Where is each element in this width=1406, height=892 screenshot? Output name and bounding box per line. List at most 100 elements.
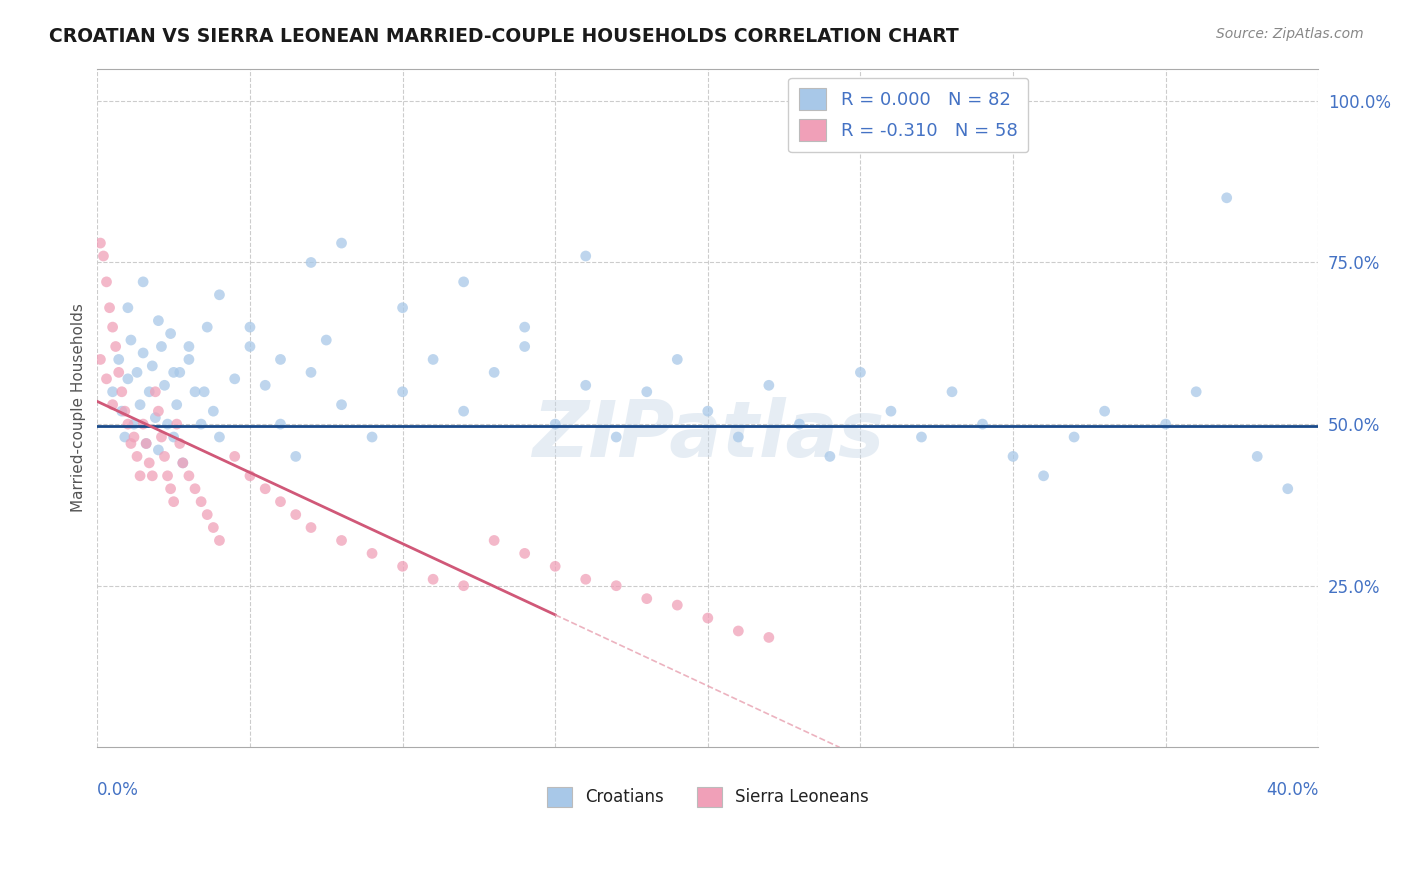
Text: CROATIAN VS SIERRA LEONEAN MARRIED-COUPLE HOUSEHOLDS CORRELATION CHART: CROATIAN VS SIERRA LEONEAN MARRIED-COUPL… — [49, 27, 959, 45]
Point — [132, 417, 155, 431]
Point — [1002, 450, 1025, 464]
Text: Source: ZipAtlas.com: Source: ZipAtlas.com — [1216, 27, 1364, 41]
Point — [148, 404, 170, 418]
Point — [482, 533, 505, 548]
Point — [224, 450, 246, 464]
Text: 0.0%: 0.0% — [97, 781, 139, 799]
Point — [239, 468, 262, 483]
Point — [1094, 404, 1116, 418]
Point — [195, 508, 218, 522]
Point — [135, 436, 157, 450]
Point — [361, 546, 384, 560]
Point — [125, 450, 148, 464]
Point — [727, 430, 749, 444]
Point — [453, 404, 475, 418]
Point — [605, 579, 627, 593]
Point — [93, 249, 115, 263]
Point — [636, 384, 658, 399]
Point — [190, 494, 212, 508]
Point — [330, 533, 353, 548]
Point — [1215, 191, 1237, 205]
Point — [107, 352, 129, 367]
Point — [117, 417, 139, 431]
Point — [299, 520, 322, 534]
Point — [135, 436, 157, 450]
Point — [96, 372, 118, 386]
Point — [159, 326, 181, 341]
Point — [208, 533, 231, 548]
Point — [391, 301, 413, 315]
Point — [666, 598, 689, 612]
Point — [758, 631, 780, 645]
Point — [122, 417, 145, 431]
Point — [153, 378, 176, 392]
Point — [422, 572, 444, 586]
Point — [96, 275, 118, 289]
Point — [141, 359, 163, 373]
Point — [143, 410, 166, 425]
Point — [299, 365, 322, 379]
Point — [269, 417, 291, 431]
Point — [269, 494, 291, 508]
Point — [575, 378, 598, 392]
Point — [143, 384, 166, 399]
Point — [172, 456, 194, 470]
Point — [849, 365, 872, 379]
Point — [148, 313, 170, 327]
Point — [758, 378, 780, 392]
Point — [101, 384, 124, 399]
Point — [107, 365, 129, 379]
Point — [239, 320, 262, 334]
Point — [190, 417, 212, 431]
Y-axis label: Married-couple Households: Married-couple Households — [72, 303, 86, 512]
Point — [120, 436, 142, 450]
Point — [101, 320, 124, 334]
Point — [789, 417, 811, 431]
Point — [101, 398, 124, 412]
Point — [169, 365, 191, 379]
Point — [111, 404, 134, 418]
Point — [172, 456, 194, 470]
Point — [148, 442, 170, 457]
Point — [254, 378, 277, 392]
Point — [330, 398, 353, 412]
Point — [941, 384, 963, 399]
Point — [120, 333, 142, 347]
Point — [104, 339, 127, 353]
Point — [513, 339, 536, 353]
Text: ZIPatlas: ZIPatlas — [531, 397, 884, 473]
Point — [361, 430, 384, 444]
Point — [391, 559, 413, 574]
Point — [315, 333, 337, 347]
Point — [98, 301, 121, 315]
Point — [910, 430, 932, 444]
Point — [208, 287, 231, 301]
Point — [202, 404, 225, 418]
Point — [544, 559, 567, 574]
Point — [122, 430, 145, 444]
Point — [544, 417, 567, 431]
Point — [605, 430, 627, 444]
Point — [727, 624, 749, 638]
Point — [177, 352, 200, 367]
Point — [575, 572, 598, 586]
Point — [159, 482, 181, 496]
Point — [117, 301, 139, 315]
Point — [195, 320, 218, 334]
Point — [513, 546, 536, 560]
Point — [156, 468, 179, 483]
Point — [284, 508, 307, 522]
Point — [1246, 450, 1268, 464]
Point — [132, 275, 155, 289]
Point — [169, 436, 191, 450]
Point — [163, 494, 186, 508]
Point — [153, 450, 176, 464]
Point — [166, 398, 188, 412]
Point — [117, 372, 139, 386]
Point — [138, 456, 160, 470]
Point — [1063, 430, 1085, 444]
Point — [177, 339, 200, 353]
Point — [163, 365, 186, 379]
Point — [239, 339, 262, 353]
Point — [269, 352, 291, 367]
